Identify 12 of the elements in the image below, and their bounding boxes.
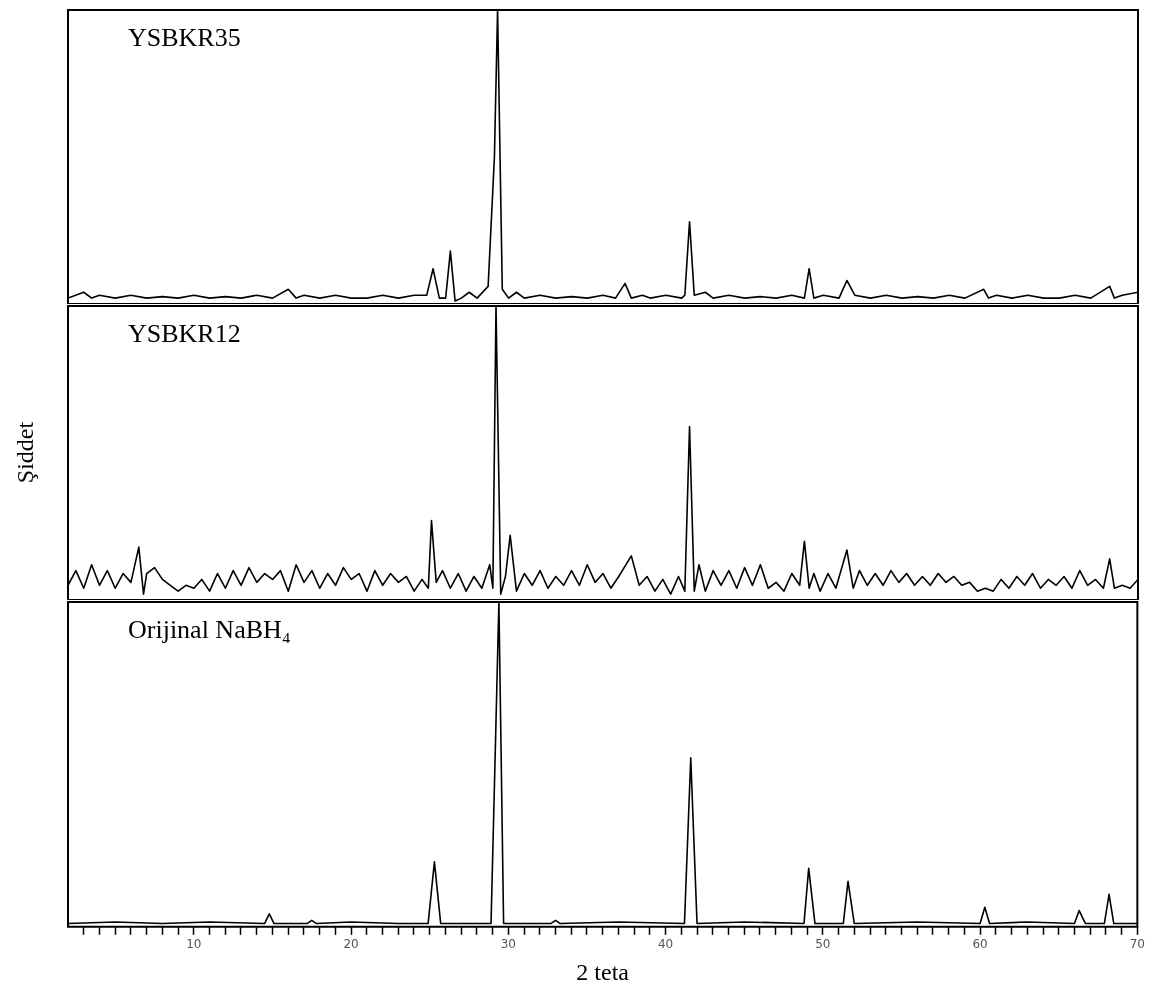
x-tick-label: 30 (500, 937, 516, 952)
annotation: Orijinal NaBH₄ (128, 614, 291, 644)
x-tick-label: 20 (343, 937, 359, 952)
x-axis-title: 2 teta (576, 958, 630, 983)
x-tick-label: 10 (186, 937, 202, 952)
x-tick-label: 50 (815, 937, 831, 952)
y-axis-title: Şiddet (12, 421, 40, 483)
x-tick-label: 60 (972, 937, 988, 952)
annotation: YSBKR12 (128, 318, 241, 348)
annotation: YSBKR35 (128, 22, 241, 52)
x-tick-label: 70 (1129, 937, 1146, 952)
x-tick-label: 40 (657, 937, 674, 952)
